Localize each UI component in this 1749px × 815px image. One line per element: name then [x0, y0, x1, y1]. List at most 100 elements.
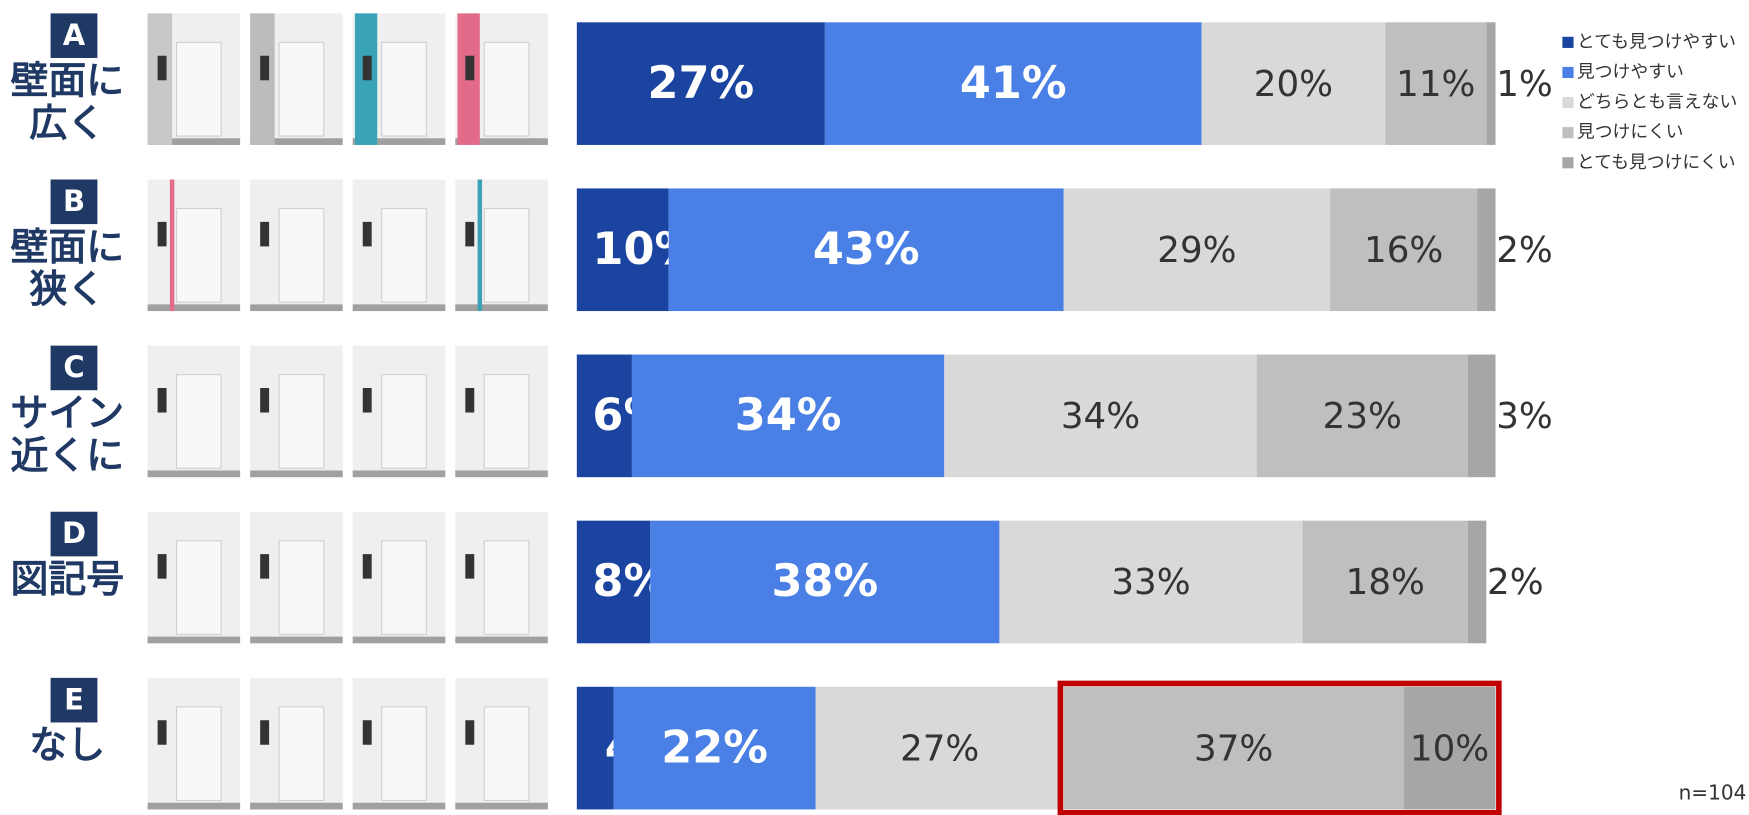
pictogram — [363, 554, 372, 579]
value-label: 23% — [1323, 396, 1402, 437]
pictogram — [363, 56, 372, 81]
door — [484, 375, 529, 469]
category-label: 壁面に狭く — [9, 226, 125, 311]
bar-segment — [1468, 355, 1496, 478]
value-label: 2% — [1496, 230, 1553, 271]
door — [279, 208, 324, 302]
sign-stripe — [170, 180, 174, 312]
door — [484, 208, 529, 302]
pictogram — [158, 554, 167, 579]
pictogram — [260, 222, 269, 247]
bar-segment — [1468, 521, 1486, 644]
door — [177, 541, 222, 635]
door — [382, 42, 427, 136]
group-letter: C — [63, 350, 84, 384]
legend-swatch — [1562, 37, 1573, 48]
value-label: 33% — [1111, 562, 1190, 603]
floor — [353, 803, 446, 810]
floor — [148, 637, 241, 644]
legend-swatch — [1562, 157, 1573, 168]
door — [177, 42, 222, 136]
value-label: 34% — [1061, 396, 1140, 437]
floor — [148, 470, 241, 477]
door — [484, 541, 529, 635]
category-label-box: サイン近くに — [9, 392, 125, 492]
group-letter: B — [63, 184, 85, 218]
pictogram — [158, 56, 167, 81]
pictogram — [158, 222, 167, 247]
legend-label: どちらとも言えない — [1577, 92, 1737, 113]
chart: n=104 A壁面に広く27%41%20%11%1%B壁面に狭く10%43%29… — [0, 0, 1749, 815]
pictogram — [158, 388, 167, 413]
legend-swatch — [1562, 97, 1573, 108]
category-label: サイン近くに — [9, 392, 125, 477]
floor — [250, 803, 343, 810]
value-label: 34% — [735, 389, 842, 441]
value-label: 29% — [1157, 230, 1236, 271]
pictogram — [465, 388, 474, 413]
pictogram — [363, 222, 372, 247]
floor — [250, 304, 343, 311]
legend-label: とても見つけにくい — [1577, 152, 1736, 173]
floor — [148, 304, 241, 311]
floor — [250, 470, 343, 477]
category-label: 図記号 — [9, 559, 125, 601]
category-label-box: 壁面に広く — [9, 60, 125, 160]
legend-label: 見つけやすい — [1577, 61, 1684, 82]
value-label: 43% — [813, 223, 920, 275]
door — [177, 375, 222, 469]
door — [484, 42, 529, 136]
floor — [455, 304, 548, 311]
value-label: 27% — [900, 728, 979, 769]
sign-stripe — [478, 180, 482, 312]
legend-label: 見つけにくい — [1577, 122, 1684, 143]
category-label-box: 壁面に狭く — [9, 226, 125, 326]
pictogram — [260, 554, 269, 579]
legend-swatch — [1562, 67, 1573, 78]
floor — [455, 803, 548, 810]
floor — [353, 637, 446, 644]
floor — [250, 637, 343, 644]
category-label: 壁面に広く — [9, 60, 125, 145]
value-label: 18% — [1346, 562, 1425, 603]
group-letter: A — [63, 18, 86, 52]
value-label: 41% — [960, 57, 1067, 109]
category-label-box: なし — [9, 725, 125, 815]
floor — [353, 470, 446, 477]
pictogram — [465, 554, 474, 579]
legend-swatch — [1562, 127, 1573, 138]
category-label: なし — [9, 725, 125, 767]
value-label: 37% — [1194, 728, 1273, 769]
value-label: 2% — [1487, 562, 1544, 603]
value-label: 1% — [1496, 64, 1553, 105]
floor — [353, 304, 446, 311]
page: {"chart_data": {"type": "stacked-bar-hor… — [0, 0, 1749, 815]
door — [382, 707, 427, 801]
floor — [148, 803, 241, 810]
door — [279, 541, 324, 635]
door — [279, 375, 324, 469]
floor — [455, 637, 548, 644]
value-label: 27% — [647, 57, 754, 109]
door — [177, 208, 222, 302]
pictogram — [158, 720, 167, 745]
value-label: 11% — [1396, 64, 1475, 105]
door — [382, 375, 427, 469]
legend-label: とても見つけやすい — [1577, 31, 1736, 52]
pictogram — [260, 56, 269, 81]
pictogram — [465, 56, 474, 81]
value-label: 10% — [1410, 728, 1489, 769]
value-label: 3% — [1496, 396, 1553, 437]
category-label-box: 図記号 — [9, 559, 125, 659]
door — [382, 541, 427, 635]
door — [177, 707, 222, 801]
door — [382, 208, 427, 302]
value-label: 20% — [1254, 64, 1333, 105]
door — [484, 707, 529, 801]
group-letter: D — [62, 516, 86, 550]
value-label: 22% — [661, 721, 768, 773]
pictogram — [465, 222, 474, 247]
pictogram — [363, 388, 372, 413]
value-label: 38% — [772, 555, 879, 607]
pictogram — [260, 720, 269, 745]
